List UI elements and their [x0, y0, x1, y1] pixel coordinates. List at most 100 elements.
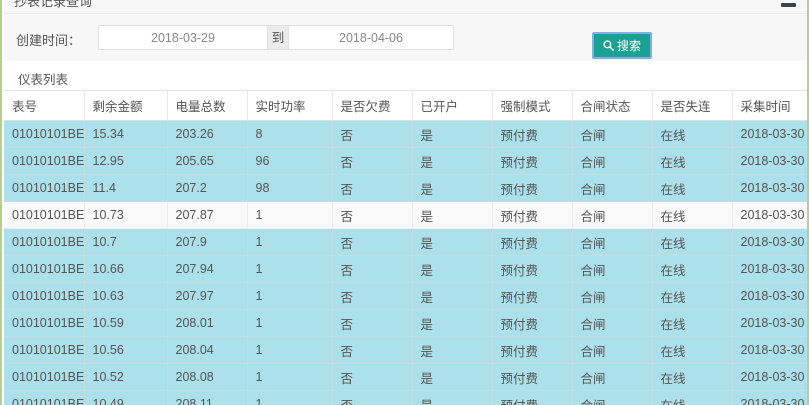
column-header-6[interactable]: 强制模式 [492, 91, 573, 121]
table-cell-0: 01010101BE [4, 336, 85, 364]
table-cell-4: 否 [332, 147, 413, 175]
table-header-row: 表号 剩余金额 电量总数 实时功率 是否欠费 已开户 强制模式 合闸状态 是否失连 采集时间 [4, 91, 807, 121]
table-cell-1: 10.7 [84, 228, 168, 256]
table-cell-1: 10.56 [84, 336, 168, 364]
table-row[interactable]: 01010101BE 10.7 207.9 1 否是预付费 合闸 在线 2018-03-30 … [4, 228, 807, 256]
table-cell-9: 2018-03-30 15:1 [732, 201, 807, 229]
table-cell-8: 在线 [652, 120, 733, 148]
table-cell-2: 207.9 [167, 228, 248, 256]
column-header-5[interactable]: 已开户 [412, 91, 493, 121]
table-cell-4: 否 [332, 309, 413, 337]
table-cell-6: 预付费 [492, 174, 573, 202]
table-cell-9: 2018-03-30 15:1 [732, 309, 807, 337]
table-cell-1: 12.95 [84, 147, 168, 175]
table-cell-0: 01010101BE [4, 174, 85, 202]
table-cell-4: 否 [332, 174, 413, 202]
table-cell-7: 合闸 [572, 120, 653, 148]
table-row[interactable]: 01010101BE10.49208.111否是预付费合闸在线2018-03-3… [4, 390, 807, 405]
table-cell-5: 是 [412, 201, 493, 229]
table-cell-3: 8 [247, 120, 333, 148]
table-cell-7: 合闸 [572, 282, 653, 310]
table-cell-6: 预付费 [492, 228, 573, 256]
column-header-2[interactable]: 电量总数 [167, 91, 248, 121]
table-cell-3: 1 [247, 228, 333, 256]
table-cell-5: 是 [412, 228, 493, 256]
table-cell-6: 预付费 [492, 390, 573, 405]
date-range-separator: 到 [268, 25, 288, 50]
table-cell-7: 合闸 [572, 228, 653, 256]
table-cell-8: 在线 [652, 147, 733, 175]
table-cell-8: 在线 [652, 201, 733, 229]
table-row[interactable]: 01010101BE 10.73 207.87 1 否是预付费 合闸 在线 2018-03-3… [4, 201, 807, 229]
table-cell-1: 15.34 [84, 120, 168, 148]
table-cell-9: 2018-03-30 15:1 [732, 255, 807, 283]
table-cell-6: 预付费 [492, 363, 573, 391]
table-cell-9: 2018-03-30 15:1 [732, 174, 807, 202]
table-cell-0: 01010101BE [4, 282, 85, 310]
column-header-9[interactable]: 采集时间 [732, 91, 807, 121]
table-cell-1: 10.59 [84, 309, 168, 337]
page-title: 抄表记录查询 [14, 0, 93, 9]
meter-table-container[interactable]: 表号 剩余金额 电量总数 实时功率 是否欠费 已开户 强制模式 合闸状态 是否失连 采集时间 01… [4, 91, 807, 405]
table-cell-8: 在线 [652, 309, 733, 337]
start-date-input[interactable] [98, 25, 268, 50]
table-cell-8: 在线 [652, 336, 733, 364]
table-cell-9: 2018-03-30 15:1 [732, 390, 807, 405]
table-cell-1: 10.73 [84, 201, 168, 229]
table-cell-6: 预付费 [492, 255, 573, 283]
table-cell-2: 205.65 [167, 147, 248, 175]
table-cell-2: 203.26 [167, 120, 248, 148]
table-cell-5: 是 [412, 120, 493, 148]
table-cell-2: 207.2 [167, 174, 248, 202]
table-cell-0: 01010101BE [4, 390, 85, 405]
table-cell-9: 2018-03-30 15:1 [732, 147, 807, 175]
table-cell-2: 207.87 [167, 201, 248, 229]
table-cell-0: 01010101BE [4, 147, 85, 175]
column-header-4[interactable]: 是否欠费 [332, 91, 413, 121]
table-row[interactable]: 01010101BE 10.56 208.04 1 否是预付费 合闸 在线 2018-03-3… [4, 336, 807, 364]
table-cell-1: 10.63 [84, 282, 168, 310]
search-button-label: 搜索 [616, 39, 641, 53]
search-icon [603, 40, 614, 51]
search-button[interactable]: 搜索 [592, 32, 652, 59]
table-cell-9: 2018-03-30 15:1 [732, 336, 807, 364]
table-cell-6: 预付费 [492, 282, 573, 310]
table-row[interactable]: 01010101BE 10.59 208.01 1 否是预付费 合闸 在线 2018-03-3… [4, 309, 807, 337]
table-cell-1: 10.52 [84, 363, 168, 391]
minimize-icon[interactable] [781, 3, 796, 7]
table-cell-5: 是 [412, 147, 493, 175]
meter-table: 表号 剩余金额 电量总数 实时功率 是否欠费 已开户 强制模式 合闸状态 是否失连 采集时间 01… [4, 91, 807, 405]
table-cell-3: 98 [247, 174, 333, 202]
table-cell-0: 01010101BE [4, 201, 85, 229]
table-row[interactable]: 01010101BE 10.63 207.97 1 否是预付费 合闸 在线 2018-03-3… [4, 282, 807, 310]
column-header-3[interactable]: 实时功率 [247, 91, 333, 121]
column-header-7[interactable]: 合闸状态 [572, 91, 653, 121]
table-row[interactable]: 01010101BE 15.34 203.26 8 否是预付费 合闸 在线 2018-03-3… [4, 120, 807, 148]
table-cell-7: 合闸 [572, 147, 653, 175]
table-cell-1: 11.4 [84, 174, 168, 202]
table-cell-4: 否 [332, 228, 413, 256]
table-cell-5: 是 [412, 255, 493, 283]
column-header-1[interactable]: 剩余金额 [84, 91, 168, 121]
table-cell-4: 否 [332, 336, 413, 364]
column-header-0[interactable]: 表号 [4, 91, 85, 121]
table-cell-6: 预付费 [492, 147, 573, 175]
table-row[interactable]: 01010101BE 12.95 205.65 96 否是预付费 合闸 在线 2018-03-… [4, 147, 807, 175]
table-cell-1: 10.66 [84, 255, 168, 283]
table-cell-3: 96 [247, 147, 333, 175]
table-cell-9: 2018-03-30 15:1 [732, 120, 807, 148]
table-row[interactable]: 01010101BE 11.4 207.2 98 否是预付费 合闸 在线 2018-03-30… [4, 174, 807, 202]
table-cell-3: 1 [247, 201, 333, 229]
end-date-input[interactable] [288, 25, 454, 50]
meter-list-section-header: 仪表列表 [4, 61, 807, 91]
table-cell-9: 2018-03-30 15:1 [732, 228, 807, 256]
table-row[interactable]: 01010101BE 10.52 208.08 1 否是预付费 合闸 在线 2018-03-3… [4, 363, 807, 391]
table-cell-8: 在线 [652, 228, 733, 256]
table-cell-0: 01010101BE [4, 309, 85, 337]
table-cell-3: 1 [247, 336, 333, 364]
column-header-8[interactable]: 是否失连 [652, 91, 733, 121]
table-cell-5: 是 [412, 336, 493, 364]
table-row[interactable]: 01010101BE 10.66 207.94 1 否是预付费 合闸 在线 2018-03-3… [4, 255, 807, 283]
table-cell-2: 207.94 [167, 255, 248, 283]
